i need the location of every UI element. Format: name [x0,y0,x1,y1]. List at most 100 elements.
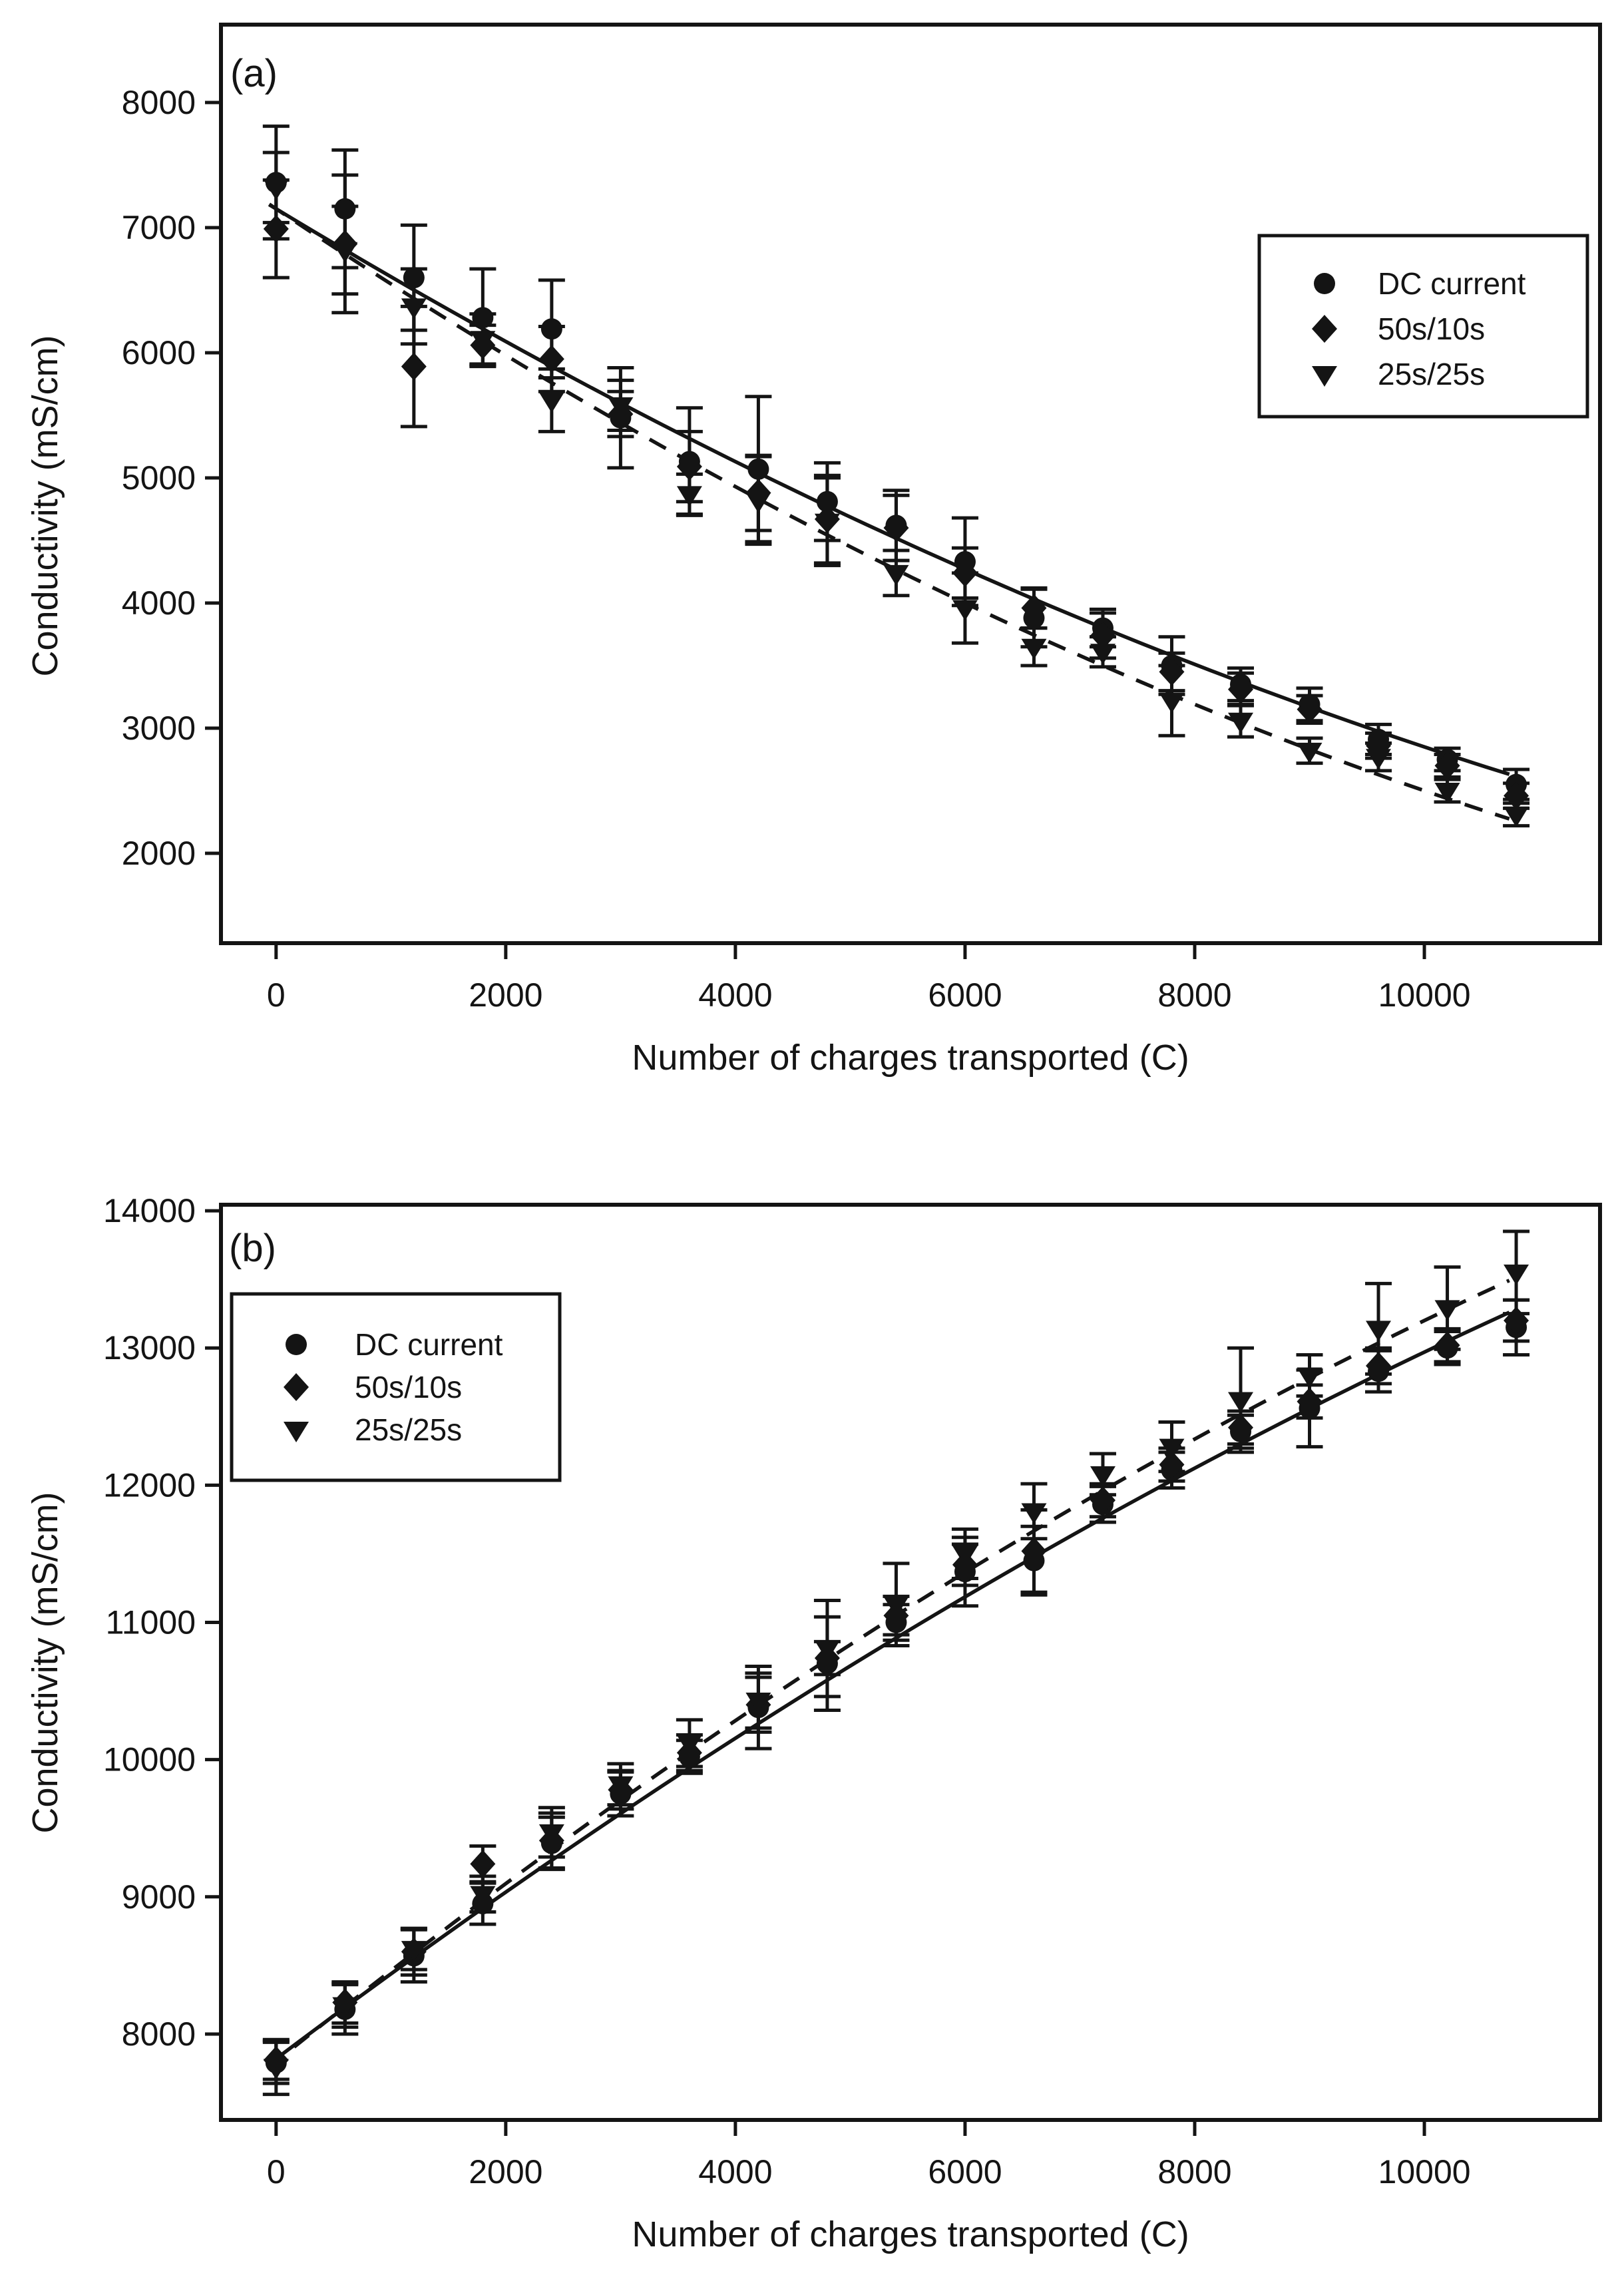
data-point-marker [1504,806,1529,827]
data-point-marker [401,352,427,381]
legend-box [1257,234,1589,419]
data-point-marker [676,453,702,481]
panel-a-plot-box [219,23,1602,945]
data-point-marker [403,267,425,289]
panel-a-y-axis-title: Conductivity (mS/cm) [25,335,65,676]
y-tick-label: 11000 [106,1604,196,1641]
legend-item: 25s/25s [1312,357,1485,391]
data-point-marker [1434,1300,1460,1321]
data-point-marker [538,345,564,373]
x-tick-label: 0 [267,976,286,1014]
panel-a-series-triangle-down [263,179,1529,827]
data-point-marker [1434,783,1460,804]
legend-circle-icon [1314,273,1335,294]
y-tick-label: 4000 [122,584,196,622]
panel-a-y-axis: 2000 3000 4000 5000 6000 7000 8000 [122,84,221,872]
legend-item-label: DC current [355,1327,503,1362]
data-point-marker [1434,751,1460,780]
data-point-marker [883,564,909,586]
legend-item-label: 50s/10s [355,1370,462,1404]
data-point-marker [1090,621,1116,650]
y-tick-label: 3000 [122,710,196,747]
x-tick-label: 8000 [1157,2153,1231,2190]
y-tick-label: 7000 [122,209,196,246]
data-point-marker [1090,644,1116,665]
x-tick-label: 4000 [698,976,772,1014]
legend-item-label: 25s/25s [1378,357,1485,391]
y-tick-label: 2000 [122,835,196,872]
data-point-marker [608,397,634,418]
data-point-marker [1021,1503,1047,1524]
panel-b-label: (b) [229,1227,276,1270]
legend-diamond-icon [1312,315,1337,343]
panel-b-x-axis: 0 2000 4000 6000 8000 10000 [267,2120,1471,2190]
data-point-marker [952,558,978,587]
data-point-marker [1504,1306,1529,1335]
x-tick-label: 10000 [1378,976,1471,1014]
data-point-marker [1228,675,1254,704]
legend-item-label: 50s/10s [1378,311,1485,346]
panel-a-x-axis: 0 2000 4000 6000 8000 10000 [267,943,1471,1014]
legend-item-label: DC current [1378,266,1526,301]
y-tick-label: 5000 [122,459,196,497]
panel-b-series-triangle-down [263,1264,1529,2080]
data-point-marker [1159,1438,1185,1460]
data-point-marker [1504,781,1529,810]
legend-item: 50s/10s [284,1370,462,1404]
y-tick-label: 10000 [103,1741,196,1778]
data-point-marker [1159,1450,1185,1479]
panel-a-error-bars [262,124,1530,828]
legend-item-label: 25s/25s [355,1412,462,1447]
data-point-marker [952,1546,978,1567]
data-point-marker [332,1997,358,2018]
data-point-marker [470,1886,496,1907]
data-point-marker [952,600,978,621]
data-point-marker [263,179,289,200]
panel-a-legend: DC current 50s/10s 25s/25s [1257,234,1589,419]
data-point-marker [1021,594,1047,622]
data-point-marker [263,2059,289,2080]
legend-triangle-down-icon [284,1422,309,1442]
data-point-marker [814,513,840,534]
data-point-marker [1090,1466,1116,1487]
data-point-marker [1228,1413,1254,1442]
panel-b-plot-box [219,1203,1602,2122]
data-point-marker [1366,1321,1392,1342]
data-point-marker [1504,1264,1529,1285]
legend-item: 50s/10s [1312,311,1485,346]
y-tick-label: 8000 [122,84,196,121]
panel-a-label: (a) [230,52,278,95]
x-tick-label: 2000 [469,976,542,1014]
y-tick-label: 6000 [122,334,196,371]
data-point-marker [1297,695,1322,724]
y-tick-label: 9000 [122,1878,196,1916]
data-point-marker [470,331,496,352]
panel-b-y-axis: 8000 9000 10000 11000 12000 13000 14000 [103,1192,221,2053]
x-tick-label: 2000 [469,2153,542,2190]
panel-b-legend: DC current 50s/10s 25s/25s [230,1292,562,1482]
data-point-marker [883,1596,909,1617]
x-tick-label: 8000 [1157,976,1231,1014]
data-point-marker [1297,742,1322,763]
x-tick-label: 0 [267,2153,286,2190]
y-tick-label: 8000 [122,2015,196,2053]
y-tick-label: 13000 [103,1329,196,1366]
data-point-marker [1159,692,1185,714]
legend-circle-icon [286,1334,307,1355]
panel-a: 0 2000 4000 6000 8000 10000 2000 3000 4000 5000 60… [25,23,1602,1078]
data-point-marker [1159,658,1185,686]
data-point-marker [1366,1352,1392,1380]
data-point-marker [747,458,769,480]
legend-diamond-icon [284,1373,309,1401]
panel-b-series-diamond [263,1306,1529,2075]
data-point-marker [816,491,838,513]
y-tick-label: 14000 [103,1192,196,1229]
data-point-marker [472,307,494,329]
y-tick-label: 12000 [103,1466,196,1504]
data-point-marker [745,492,771,513]
data-point-marker [1434,1331,1460,1360]
data-point-marker [1228,712,1254,733]
data-point-marker [1297,1367,1322,1388]
data-point-marker [401,298,427,319]
